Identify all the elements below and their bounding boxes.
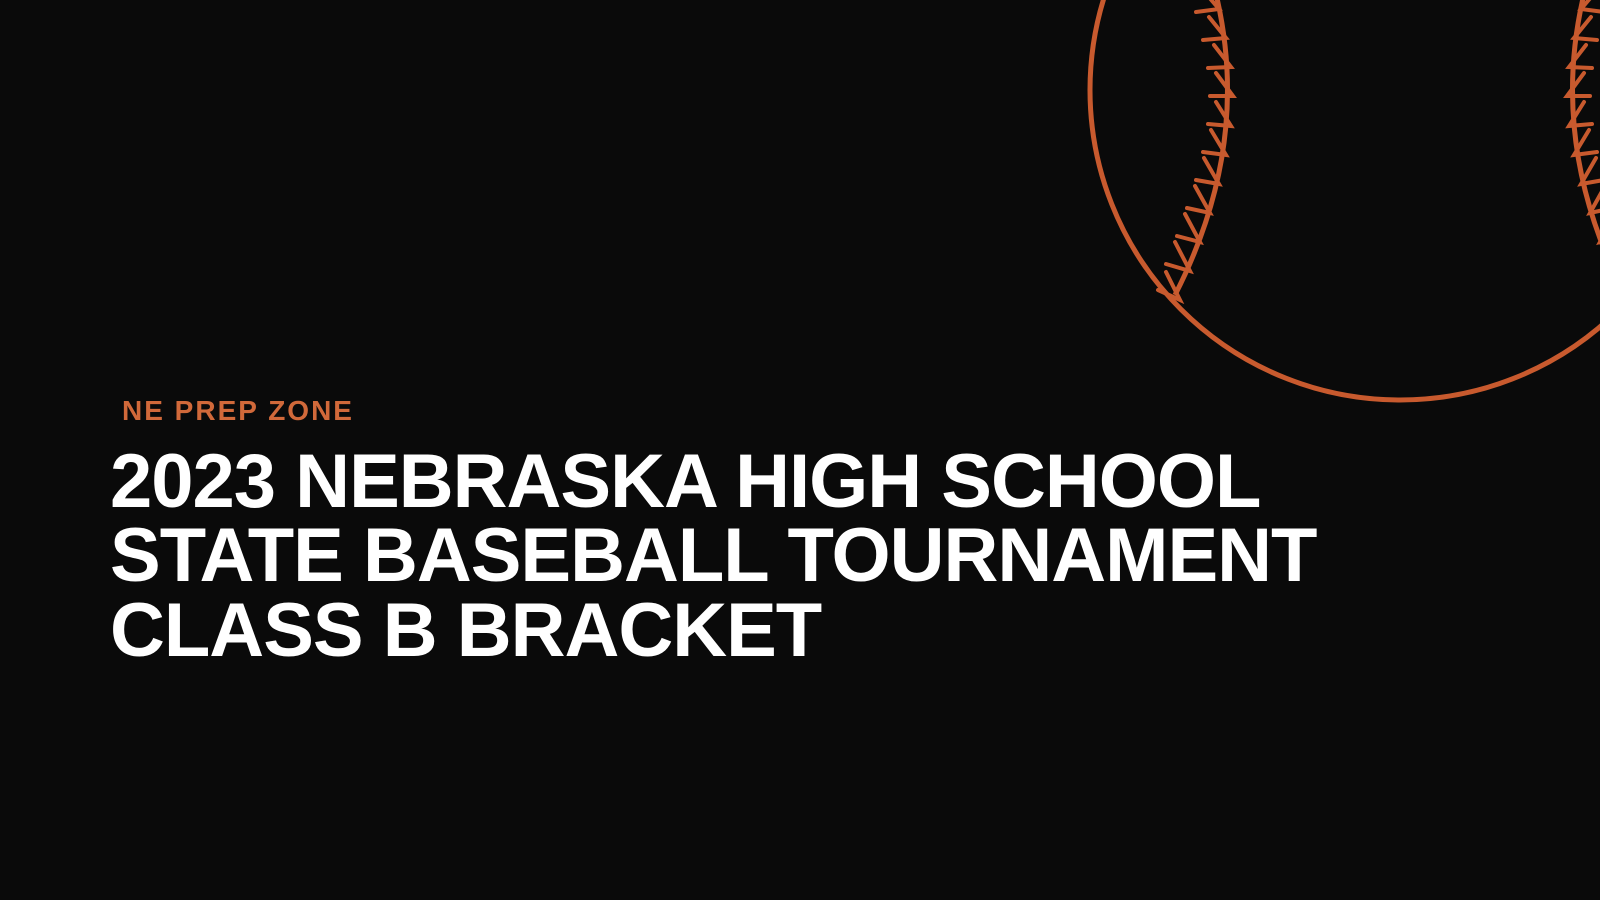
headline-line-2: STATE BASEBALL TOURNAMENT (110, 519, 1316, 593)
kicker-label: NE PREP ZONE (122, 395, 1316, 427)
headline: 2023 NEBRASKA HIGH SCHOOL STATE BASEBALL… (110, 445, 1316, 668)
headline-line-1: 2023 NEBRASKA HIGH SCHOOL (110, 445, 1316, 519)
headline-line-3: CLASS B BRACKET (110, 594, 1316, 668)
baseball-graphic (1080, 0, 1600, 410)
text-block: NE PREP ZONE 2023 NEBRASKA HIGH SCHOOL S… (110, 395, 1316, 668)
